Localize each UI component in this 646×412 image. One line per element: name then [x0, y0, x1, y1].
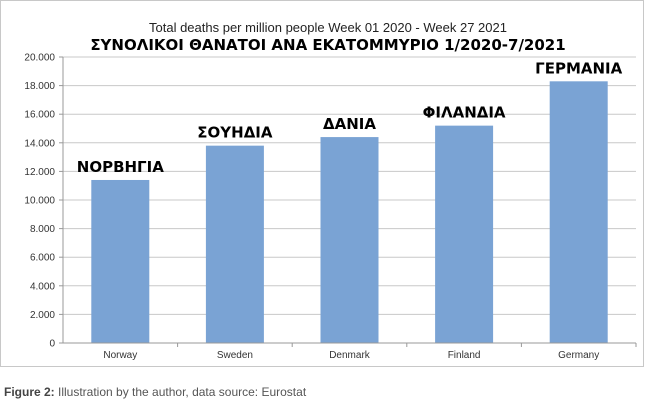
y-tick-label: 12.000	[24, 167, 55, 178]
bar-annotation: ΣΟΥΗΔΙΑ	[197, 124, 273, 142]
figure-caption: Figure 2: Illustration by the author, da…	[4, 385, 306, 399]
y-tick-label: 16.000	[24, 110, 55, 121]
y-tick-label: 20.000	[24, 53, 55, 64]
bar-norway	[91, 179, 150, 343]
bar-sweden	[205, 145, 264, 343]
x-tick-label: Finland	[448, 350, 481, 361]
y-tick-label: 8.000	[30, 224, 55, 235]
y-axis-ticks: 0 2.000 4.000 6.000 8.000 10.000 12.000 14.000 1…	[24, 53, 63, 350]
bar-annotation: ΦΙΛΑΝΔΙΑ	[423, 104, 506, 122]
caption-text: Illustration by the author, data source:…	[54, 385, 307, 399]
bars	[91, 81, 608, 343]
y-tick-label: 6.000	[30, 253, 55, 264]
y-tick-label: 2.000	[30, 310, 55, 321]
x-axis-ticks: Norway Sweden Denmark Finland Germany	[103, 343, 637, 361]
chart-title: Total deaths per million people Week 01 …	[149, 20, 507, 35]
bar-annotations: ΝΟΡΒΗΓΙΑ ΣΟΥΗΔΙΑ ΔΑΝΙΑ ΦΙΛΑΝΔΙΑ ΓΕΡΜΑΝΙΑ	[77, 59, 623, 176]
bar-finland	[435, 125, 494, 343]
y-tick-label: 10.000	[24, 196, 55, 207]
x-tick-label: Norway	[103, 350, 137, 361]
axes	[62, 57, 636, 344]
y-tick-label: 0	[49, 339, 55, 350]
bar-chart: Total deaths per million people Week 01 …	[24, 20, 637, 361]
caption-label: Figure 2:	[4, 385, 55, 399]
y-tick-label: 18.000	[24, 81, 55, 92]
x-tick-label: Sweden	[217, 350, 253, 361]
y-tick-label: 14.000	[24, 138, 55, 149]
bar-annotation: ΔΑΝΙΑ	[323, 115, 376, 133]
bar-germany	[549, 81, 608, 343]
chart-subtitle: ΣΥΝΟΛΙΚΟΙ ΘΑΝΑΤΟΙ ΑΝΑ ΕΚΑΤΟΜΜΥΡΙΟ 1/2020…	[90, 36, 565, 54]
y-tick-label: 4.000	[30, 281, 55, 292]
x-tick-label: Denmark	[329, 350, 371, 361]
bar-denmark	[320, 137, 379, 343]
x-tick-label: Germany	[558, 350, 599, 361]
bar-annotation: ΝΟΡΒΗΓΙΑ	[77, 158, 164, 176]
bar-annotation: ΓΕΡΜΑΝΙΑ	[535, 59, 622, 77]
